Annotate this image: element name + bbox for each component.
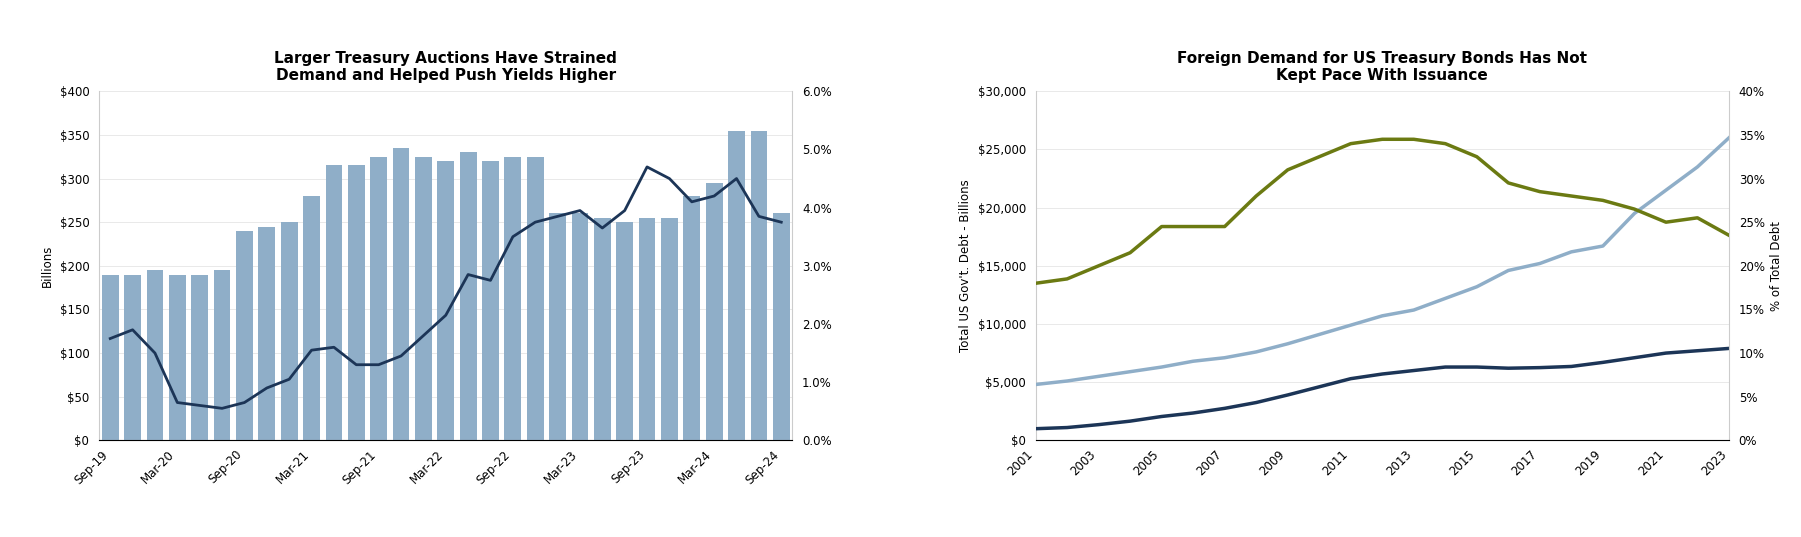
Bar: [414, 157, 432, 440]
Bar: [326, 165, 342, 440]
Bar: [169, 274, 186, 440]
Bar: [661, 218, 677, 440]
Y-axis label: Total US Gov't. Debt - Billions: Total US Gov't. Debt - Billions: [960, 179, 973, 352]
Bar: [103, 274, 119, 440]
Bar: [393, 148, 409, 440]
Bar: [124, 274, 140, 440]
Bar: [528, 157, 544, 440]
Bar: [483, 161, 499, 440]
Bar: [258, 227, 276, 440]
Y-axis label: Billions: Billions: [41, 245, 54, 287]
Bar: [371, 157, 387, 440]
Bar: [594, 218, 611, 440]
Bar: [146, 270, 164, 440]
Bar: [348, 165, 364, 440]
Bar: [459, 153, 477, 440]
Bar: [438, 161, 454, 440]
Bar: [683, 196, 701, 440]
Bar: [303, 196, 321, 440]
Bar: [751, 130, 767, 440]
Bar: [706, 183, 722, 440]
Bar: [549, 213, 566, 440]
Y-axis label: % of Total Debt: % of Total Debt: [1770, 221, 1783, 311]
Bar: [504, 157, 520, 440]
Title: Larger Treasury Auctions Have Strained
Demand and Helped Push Yields Higher: Larger Treasury Auctions Have Strained D…: [274, 51, 618, 83]
Bar: [191, 274, 209, 440]
Bar: [214, 270, 231, 440]
Bar: [236, 231, 252, 440]
Bar: [773, 213, 789, 440]
Title: Foreign Demand for US Treasury Bonds Has Not
Kept Pace With Issuance: Foreign Demand for US Treasury Bonds Has…: [1178, 51, 1587, 83]
Bar: [728, 130, 746, 440]
Bar: [281, 222, 297, 440]
Bar: [639, 218, 656, 440]
Bar: [571, 213, 589, 440]
Bar: [616, 222, 634, 440]
